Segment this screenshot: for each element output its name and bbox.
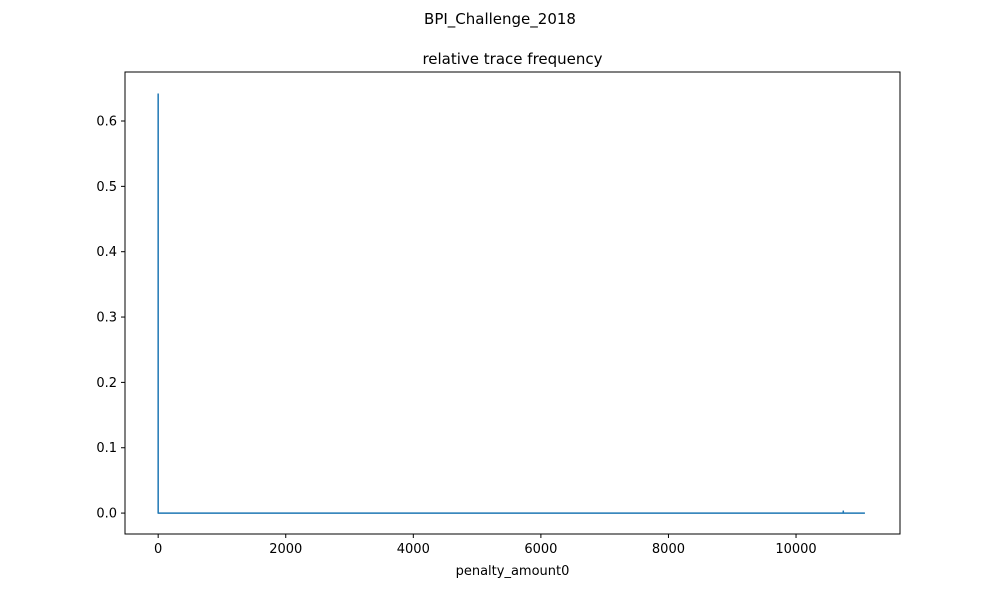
x-tick-label: 6000	[524, 542, 557, 557]
x-tick-label: 0	[154, 542, 162, 557]
x-axis-label: penalty_amount0	[456, 564, 570, 579]
x-tick-label: 4000	[397, 542, 430, 557]
y-tick-label: 0.2	[96, 376, 117, 391]
x-tick-label: 8000	[652, 542, 685, 557]
x-axis: 0 2000 4000 6000 8000 10000	[154, 534, 817, 557]
y-tick-label: 0.6	[96, 115, 117, 130]
plot-area	[157, 93, 865, 514]
y-tick-label: 0.5	[96, 180, 117, 195]
series-line-0	[157, 93, 865, 514]
x-tick-label: 2000	[269, 542, 302, 557]
chart-title: relative trace frequency	[422, 50, 602, 68]
x-tick-label: 10000	[775, 542, 816, 557]
y-tick-label: 0.0	[96, 507, 117, 522]
figure-suptitle: BPI_Challenge_2018	[424, 10, 576, 29]
y-axis: 0.0 0.1 0.2 0.3 0.4 0.5 0.6	[96, 115, 125, 522]
y-tick-label: 0.4	[96, 245, 117, 260]
y-tick-label: 0.3	[96, 311, 117, 326]
y-tick-label: 0.1	[96, 441, 117, 456]
axes-frame	[124, 71, 901, 535]
